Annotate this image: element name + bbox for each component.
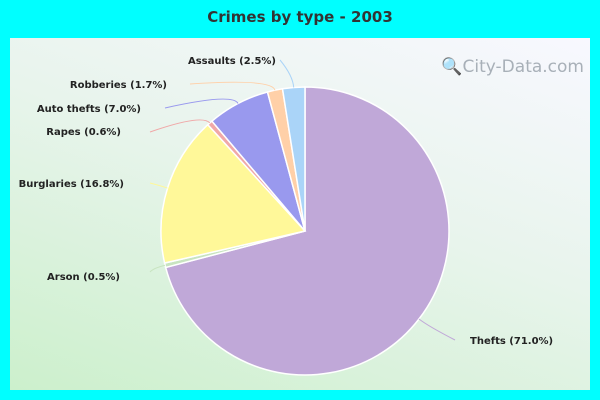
- leader-line: [279, 59, 295, 88]
- slice-label: Rapes (0.6%): [46, 127, 121, 138]
- slice-label: Assaults (2.5%): [188, 56, 276, 67]
- leader-line: [189, 81, 276, 91]
- leader-line: [149, 182, 168, 189]
- leader-line: [149, 264, 166, 273]
- leader-line: [418, 318, 456, 341]
- slice-label: Arson (0.5%): [47, 272, 120, 283]
- slice-label: Auto thefts (7.0%): [37, 104, 141, 115]
- leader-line: [149, 119, 211, 133]
- pie-slice[interactable]: [164, 86, 450, 376]
- slice-label: Robberies (1.7%): [70, 80, 167, 91]
- slice-label: Thefts (71.0%): [470, 336, 553, 347]
- leader-line: [164, 98, 239, 109]
- pie-slice[interactable]: [281, 86, 306, 232]
- watermark-logo: 🔍City-Data.com: [441, 57, 584, 77]
- magnifier-chart-icon: 🔍: [441, 57, 463, 77]
- chart-title: Crimes by type - 2003: [207, 8, 393, 26]
- slice-label: Burglaries (16.8%): [19, 179, 124, 190]
